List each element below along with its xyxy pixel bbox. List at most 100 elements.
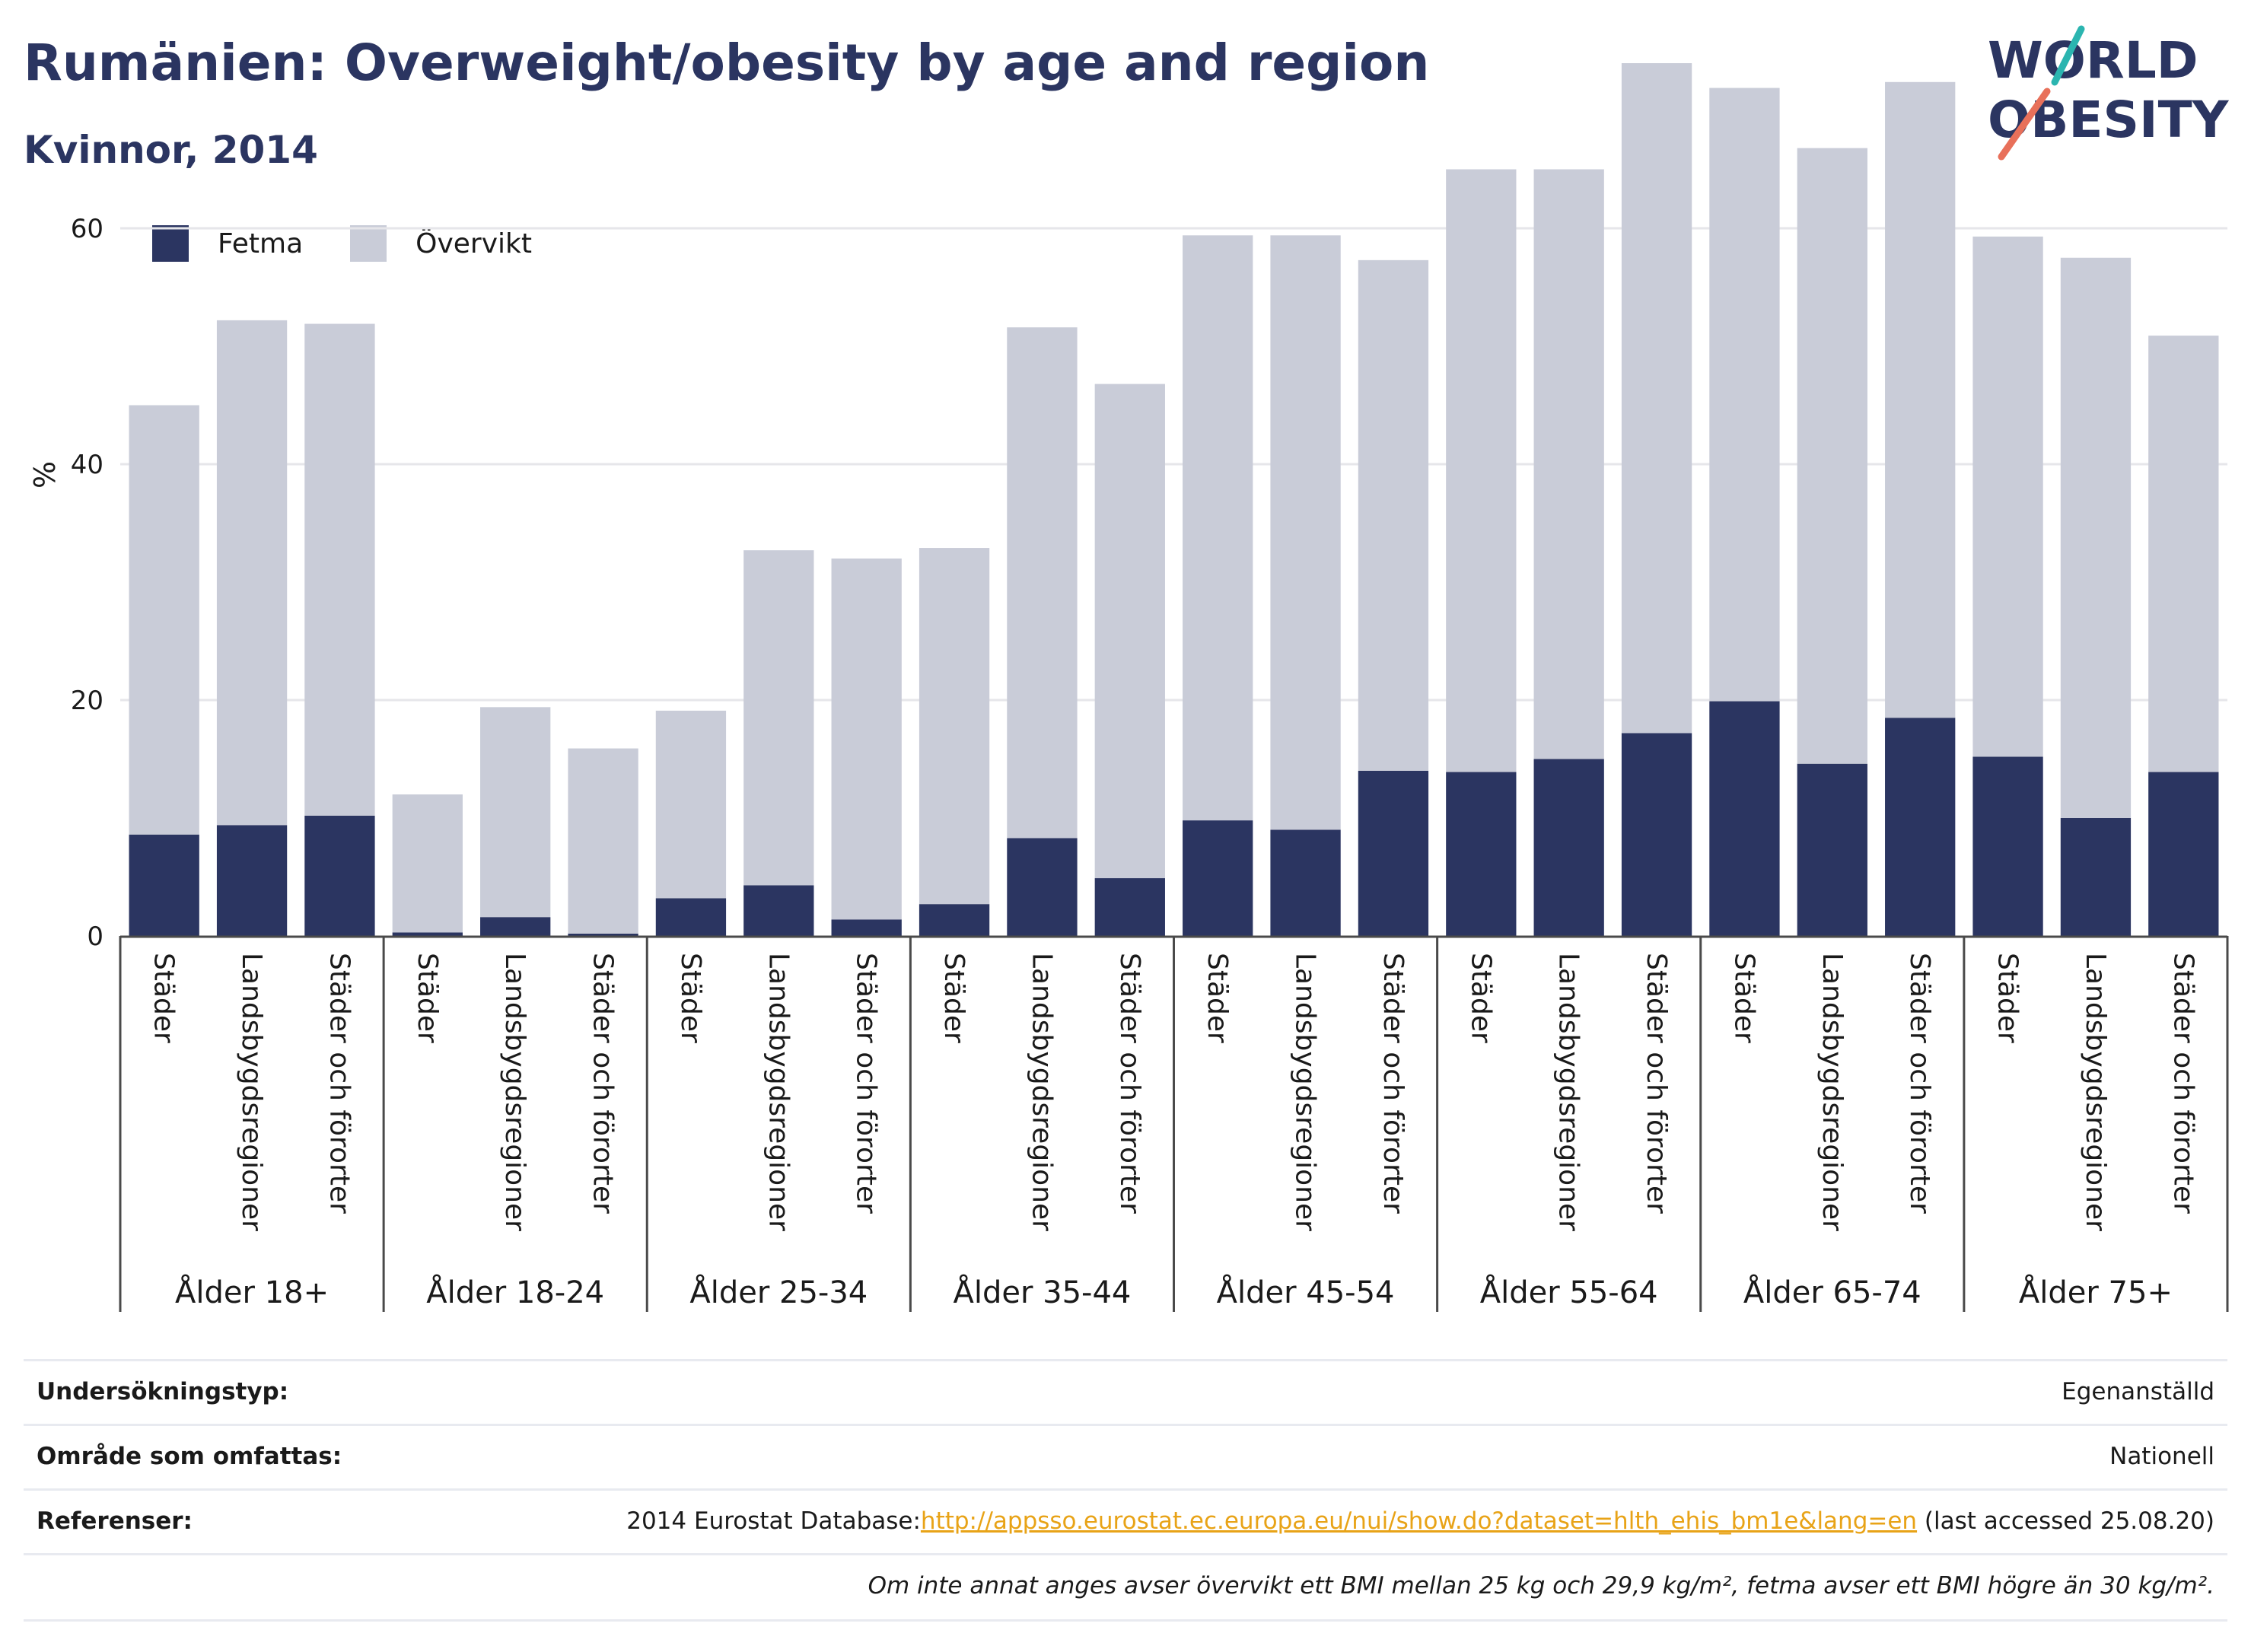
bar-overvikt — [1094, 384, 1165, 879]
bar-fetma — [2060, 818, 2132, 936]
bar-overvikt — [568, 748, 638, 934]
legend-label-overvikt: Övervikt — [415, 228, 532, 259]
info-row-area: Område som omfattas: Nationell — [24, 1424, 2227, 1488]
x-category-label: Städer och förorter — [1114, 953, 1145, 1214]
x-category-label: Städer och förorter — [323, 953, 355, 1214]
group-label: Ålder 18-24 — [426, 1274, 604, 1310]
bar-fetma — [1621, 733, 1692, 936]
bar-fetma — [1797, 763, 1867, 936]
x-category-label: Städer — [412, 953, 443, 1043]
world-obesity-logo: WORLD OBESITY — [1988, 25, 2230, 161]
bar-overvikt — [1446, 169, 1517, 772]
reference-link[interactable]: http://appsso.eurostat.ec.europa.eu/nui/… — [920, 1507, 1918, 1535]
survey-value: Egenanställd — [2062, 1378, 2214, 1405]
x-category-label: Städer — [1992, 953, 2023, 1043]
x-category-label: Städer — [1202, 953, 1233, 1043]
bar-fetma — [1270, 829, 1341, 936]
x-category-label: Städer och förorter — [2167, 953, 2198, 1214]
bar-fetma — [743, 885, 814, 936]
bar-fetma — [1358, 771, 1429, 936]
area-value: Nationell — [2109, 1443, 2214, 1470]
info-row-note: Om inte annat anges avser övervikt ett B… — [24, 1553, 2227, 1622]
bar-fetma — [919, 904, 990, 936]
bar-overvikt — [1270, 235, 1341, 830]
bar-fetma — [831, 919, 902, 936]
info-row-survey: Undersökningstyp: Egenanställd — [24, 1359, 2227, 1424]
x-category-label: Städer och förorter — [1904, 953, 1935, 1214]
references-value: 2014 Eurostat Database:http://appsso.eur… — [626, 1507, 2214, 1535]
chart-title: Rumänien: Overweight/obesity by age and … — [24, 33, 1430, 92]
x-category-label: Städer — [938, 953, 969, 1043]
chart-legend: Fetma Övervikt — [152, 221, 579, 266]
info-row-references: Referenser: 2014 Eurostat Database:http:… — [24, 1488, 2227, 1553]
bar-overvikt — [1358, 259, 1429, 772]
reference-suffix: (last accessed 25.08.20) — [1917, 1507, 2214, 1535]
bar-fetma — [568, 933, 638, 936]
x-category-label: Städer — [1465, 953, 1496, 1043]
x-category-label: Städer — [148, 953, 180, 1043]
legend-swatch-fetma — [152, 225, 189, 262]
bar-overvikt — [304, 323, 375, 816]
bar-fetma — [655, 898, 727, 936]
reference-prefix: 2014 Eurostat Database: — [626, 1507, 921, 1535]
x-category-label: Landsbygdsregioner — [763, 953, 794, 1231]
bar-overvikt — [129, 405, 199, 835]
group-label: Ålder 75+ — [2019, 1274, 2173, 1310]
y-tick-label: 20 — [71, 686, 103, 716]
bar-overvikt — [1007, 327, 1078, 839]
bar-overvikt — [655, 710, 727, 899]
group-label: Ålder 55-64 — [1480, 1274, 1658, 1310]
x-category-label: Städer och förorter — [1641, 953, 1672, 1214]
y-tick-label: 0 — [87, 921, 103, 952]
bar-overvikt — [2060, 257, 2132, 818]
x-category-label: Landsbygdsregioner — [236, 953, 267, 1231]
bar-fetma — [1533, 759, 1604, 936]
group-label: Ålder 65-74 — [1743, 1274, 1921, 1310]
bar-fetma — [1007, 838, 1078, 936]
area-label: Område som omfattas: — [37, 1443, 342, 1470]
bar-overvikt — [743, 550, 814, 886]
bar-overvikt — [1533, 169, 1604, 759]
x-category-label: Landsbygdsregioner — [1290, 953, 1321, 1231]
bar-overvikt — [216, 320, 288, 826]
group-label: Ålder 45-54 — [1217, 1274, 1395, 1310]
x-category-label: Städer — [1728, 953, 1759, 1043]
chart-subtitle: Kvinnor, 2014 — [24, 128, 318, 172]
bar-fetma — [304, 815, 375, 936]
bar-overvikt — [831, 559, 902, 920]
logo-accent-coral — [1998, 88, 2051, 161]
x-category-label: Landsbygdsregioner — [1816, 953, 1848, 1231]
x-category-label: Städer och förorter — [587, 953, 619, 1214]
x-category-label: Städer och förorter — [1377, 953, 1409, 1214]
x-category-label: Städer — [675, 953, 706, 1043]
y-tick-label: 40 — [71, 450, 103, 480]
legend-swatch-overvikt — [350, 225, 387, 262]
group-label: Ålder 25-34 — [689, 1274, 868, 1310]
logo-line1: WORLD — [1988, 31, 2198, 90]
bar-fetma — [1183, 820, 1253, 936]
bar-fetma — [2148, 772, 2219, 936]
bar-fetma — [216, 825, 288, 936]
bar-overvikt — [1797, 148, 1867, 764]
bar-fetma — [1446, 772, 1517, 936]
bar-fetma — [1972, 756, 2043, 936]
legend-item-overvikt[interactable]: Övervikt — [350, 225, 532, 262]
info-table: Undersökningstyp: Egenanställd Område so… — [24, 1359, 2227, 1622]
bar-overvikt — [480, 707, 551, 918]
stacked-bar-chart: 0 20 40 60% Städer Landsbygdsregioner Städer o… — [28, 63, 2229, 1312]
bar-overvikt — [2148, 336, 2219, 772]
bar-fetma — [129, 834, 199, 936]
x-category-label: Landsbygdsregioner — [1026, 953, 1057, 1231]
survey-label: Undersökningstyp: — [37, 1378, 289, 1405]
bar-overvikt — [1709, 88, 1780, 702]
y-tick-label: 60 — [71, 214, 103, 244]
group-label: Ålder 18+ — [175, 1274, 329, 1310]
x-category-label: Landsbygdsregioner — [1553, 953, 1584, 1231]
bar-fetma — [1094, 878, 1165, 936]
references-label: Referenser: — [37, 1507, 193, 1535]
bar-overvikt — [1183, 235, 1253, 821]
legend-item-fetma[interactable]: Fetma — [152, 225, 303, 262]
x-category-label: Landsbygdsregioner — [2080, 953, 2111, 1231]
bar-overvikt — [1621, 63, 1692, 734]
bar-overvikt — [1885, 81, 1956, 718]
